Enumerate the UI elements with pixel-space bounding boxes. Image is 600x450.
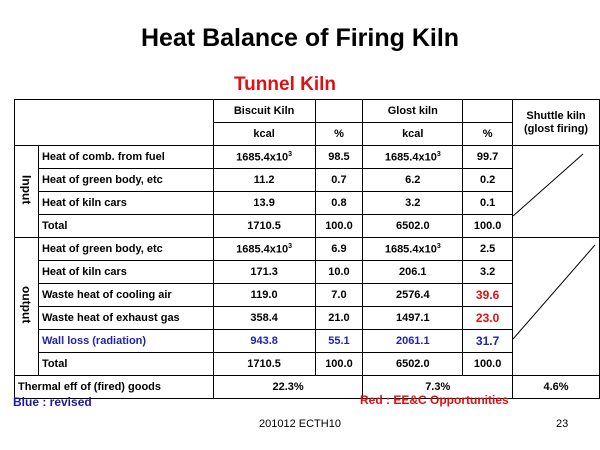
glost-pct-highlight: 39.6: [462, 283, 514, 307]
output-group-label: output: [14, 237, 39, 376]
legend-opportunities: Red : EE&C Opportunities: [360, 393, 509, 407]
table-row: Heat of green body, etc 11.2 0.7 6.2 0.2: [15, 168, 600, 192]
heat-balance-table: Biscuit Kiln Glost kiln Shuttle kiln (gl…: [14, 99, 600, 399]
biscuit-pct: 6.9: [314, 237, 364, 261]
header-biscuit-pct: %: [314, 122, 364, 146]
glost-kcal: 6502.0: [362, 214, 464, 238]
thermal-eff-shuttle: 4.6%: [512, 375, 600, 399]
glost-pct-revised: 31.7: [462, 329, 514, 353]
diagonal-line-input: [513, 153, 584, 216]
row-label: Heat of kiln cars: [37, 191, 214, 215]
table-row: Input Heat of comb. from fuel 1685.4x103…: [14, 145, 600, 238]
legend-revised: Blue : revised: [13, 395, 92, 409]
row-label: Waste heat of cooling air: [37, 283, 214, 307]
biscuit-kcal: 1685.4x103: [212, 237, 316, 261]
glost-pct: 100.0: [462, 352, 514, 376]
biscuit-kcal: 1710.5: [212, 214, 316, 238]
biscuit-kcal: 13.9: [212, 191, 316, 215]
biscuit-kcal: 119.0: [212, 283, 316, 307]
glost-kcal: 2576.4: [362, 283, 464, 307]
biscuit-pct: 98.5: [314, 145, 364, 169]
shuttle-input-blank: [512, 145, 600, 238]
glost-pct: 0.1: [462, 191, 514, 215]
row-label: Heat of comb. from fuel: [37, 145, 214, 169]
biscuit-kcal: 1685.4x103: [212, 145, 316, 169]
thermal-eff-label: Thermal eff of (fired) goods: [14, 375, 214, 399]
header-shuttle-sub: (glost firing): [523, 122, 589, 135]
table-row: Heat of kiln cars 13.9 0.8 3.2 0.1: [15, 191, 600, 215]
table-row: output Heat of green body, etc 1685.4x10…: [14, 237, 600, 376]
slide-subtitle: Tunnel Kiln: [233, 74, 337, 95]
table-row: Wall loss (radiation) 943.8 55.1 2061.1 …: [15, 329, 600, 353]
glost-kcal: 6.2: [362, 168, 464, 192]
header-shuttle: Shuttle kiln (glost firing): [512, 99, 600, 146]
slide-title: Heat Balance of Firing Kiln: [140, 24, 460, 52]
header-shuttle-title: Shuttle kiln: [526, 109, 586, 122]
biscuit-kcal: 11.2: [212, 168, 316, 192]
glost-kcal-revised: 2061.1: [362, 329, 464, 353]
biscuit-kcal: 171.3: [212, 260, 316, 284]
glost-pct-highlight: 23.0: [462, 306, 514, 330]
header-biscuit-kcal: kcal: [212, 122, 316, 146]
header-biscuit-blank: [314, 99, 364, 123]
output-group-text: output: [19, 286, 34, 324]
glost-kcal: 3.2: [362, 191, 464, 215]
biscuit-kcal: 358.4: [212, 306, 316, 330]
input-group-label: Input: [14, 145, 39, 238]
glost-kcal: 6502.0: [362, 352, 464, 376]
table-row: Total 1710.5 100.0 6502.0 100.0: [15, 214, 600, 238]
glost-kcal: 1685.4x103: [362, 237, 464, 261]
glost-pct: 2.5: [462, 237, 514, 261]
biscuit-pct: 21.0: [314, 306, 364, 330]
row-label: Heat of green body, etc: [37, 237, 214, 261]
footer-code: 201012 ECTH10: [259, 418, 341, 430]
table-row: Waste heat of cooling air 119.0 7.0 2576…: [15, 283, 600, 307]
biscuit-pct: 100.0: [314, 214, 364, 238]
glost-pct: 0.2: [462, 168, 514, 192]
page-number: 23: [556, 418, 569, 430]
header-row-1: Biscuit Kiln Glost kiln Shuttle kiln (gl…: [14, 99, 600, 146]
input-group-text: Input: [19, 175, 34, 205]
glost-kcal: 1685.4x103: [362, 145, 464, 169]
thermal-eff-biscuit: 22.3%: [212, 375, 364, 399]
biscuit-pct: 100.0: [314, 352, 364, 376]
header-glost-pct: %: [462, 122, 514, 146]
thermal-eff-glost: 7.3%: [362, 375, 514, 399]
glost-pct: 100.0: [462, 214, 514, 238]
row-label: Heat of green body, etc: [37, 168, 214, 192]
header-glost: Glost kiln: [362, 99, 464, 123]
glost-kcal: 206.1: [362, 260, 464, 284]
glost-pct: 3.2: [462, 260, 514, 284]
glost-kcal: 1497.1: [362, 306, 464, 330]
biscuit-kcal-revised: 943.8: [212, 329, 316, 353]
row-label-revised: Wall loss (radiation): [37, 329, 214, 353]
diagonal-line-output: [513, 244, 596, 339]
glost-pct: 99.7: [462, 145, 514, 169]
shuttle-output-blank: [512, 237, 600, 376]
biscuit-kcal: 1710.5: [212, 352, 316, 376]
row-label: Total: [37, 352, 214, 376]
biscuit-pct: 10.0: [314, 260, 364, 284]
row-label: Heat of kiln cars: [37, 260, 214, 284]
biscuit-pct: 7.0: [314, 283, 364, 307]
header-glost-kcal: kcal: [362, 122, 464, 146]
header-biscuit: Biscuit Kiln: [212, 99, 316, 123]
thermal-eff-row: Thermal eff of (fired) goods 22.3% 7.3% …: [14, 375, 600, 399]
table-row: Waste heat of exhaust gas 358.4 21.0 149…: [15, 306, 600, 330]
row-label: Total: [37, 214, 214, 238]
biscuit-pct: 0.7: [314, 168, 364, 192]
table-row: Heat of kiln cars 171.3 10.0 206.1 3.2: [15, 260, 600, 284]
header-corner: [14, 99, 214, 146]
biscuit-pct-revised: 55.1: [314, 329, 364, 353]
biscuit-pct: 0.8: [314, 191, 364, 215]
row-label: Waste heat of exhaust gas: [37, 306, 214, 330]
table-row: Total 1710.5 100.0 6502.0 100.0: [15, 352, 600, 376]
header-glost-blank: [462, 99, 514, 123]
